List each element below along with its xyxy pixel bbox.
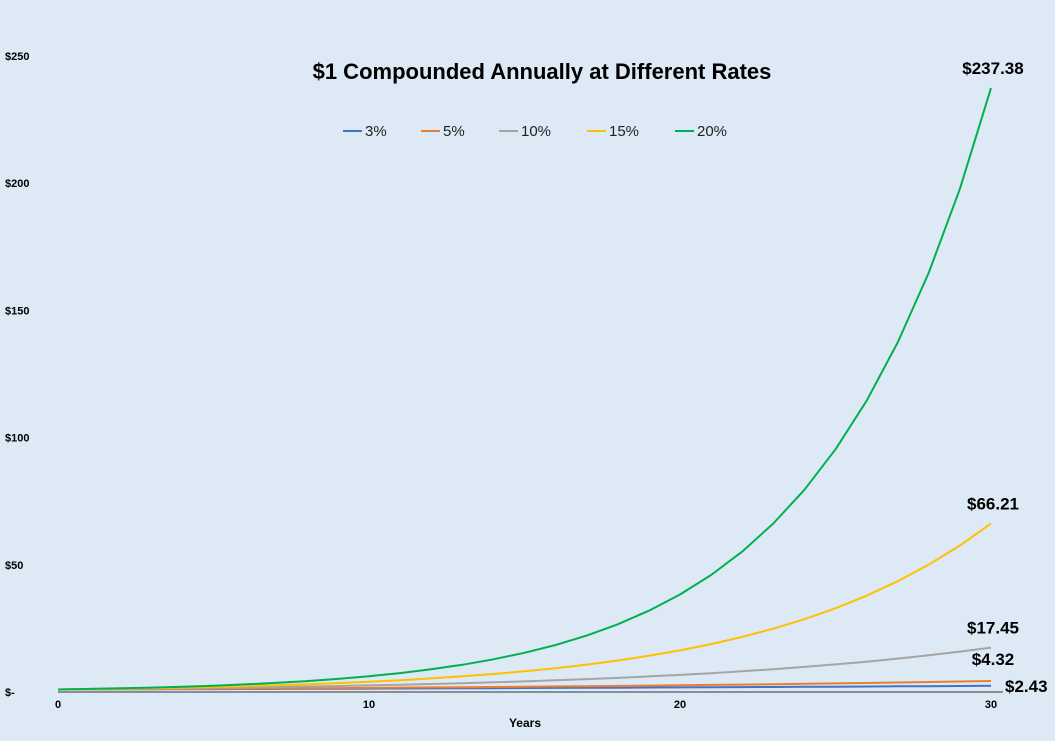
y-tick-label: $150	[5, 305, 29, 317]
y-tick-label: $50	[5, 560, 23, 572]
legend-entry: 20%	[697, 123, 727, 140]
end-value-label: $17.45	[967, 619, 1019, 638]
chart-title: $1 Compounded Annually at Different Rate…	[313, 59, 772, 84]
end-value-label: $2.43	[1005, 677, 1048, 696]
legend-entry: 5%	[443, 123, 465, 140]
axes: $- $50 $100 $150 $200 $250 0 10 20 30	[5, 51, 1003, 711]
y-tick-label: $100	[5, 433, 29, 445]
legend-entry: 10%	[521, 123, 551, 140]
x-axis-label: Years	[509, 716, 541, 730]
x-tick-label: 30	[985, 699, 997, 711]
legend: 3% 5% 10% 15% 20%	[343, 123, 727, 140]
legend-entry: 15%	[609, 123, 639, 140]
x-tick-label: 10	[363, 699, 375, 711]
legend-entry: 3%	[365, 123, 387, 140]
y-tick-label: $-	[5, 687, 15, 699]
series-line-15pct	[57, 522, 992, 691]
series-line-20pct	[57, 87, 992, 691]
plot-area: $2.43 $4.32 $17.45 $66.21 $237.38	[57, 59, 1048, 696]
end-value-label: $66.21	[967, 495, 1019, 514]
y-tick-label: $200	[5, 178, 29, 190]
end-value-label: $237.38	[962, 59, 1023, 78]
y-tick-label: $250	[5, 51, 29, 63]
x-tick-label: 0	[55, 699, 61, 711]
x-tick-label: 20	[674, 699, 686, 711]
end-value-label: $4.32	[972, 650, 1015, 669]
